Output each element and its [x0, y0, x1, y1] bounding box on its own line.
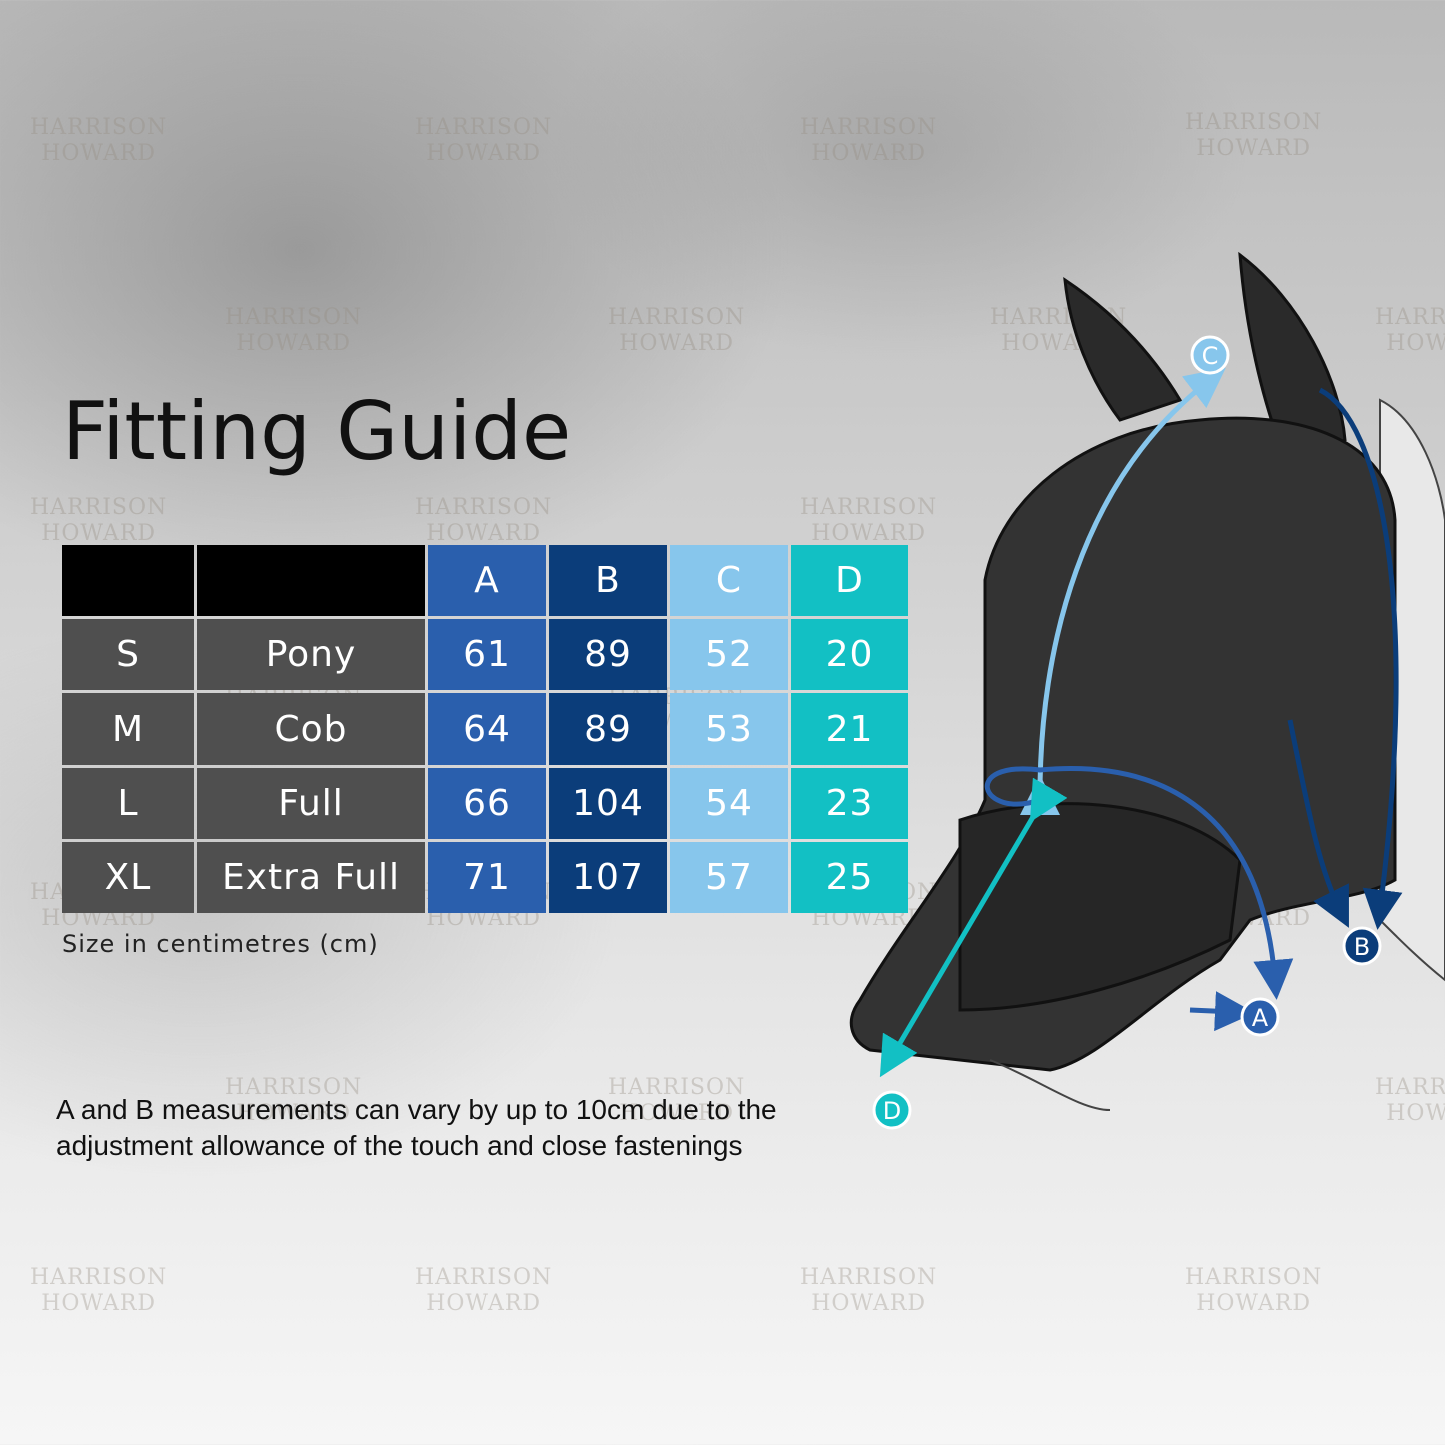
table-cell: 71 [428, 842, 546, 913]
label-b-badge: B [1342, 926, 1382, 966]
table-header-cell [62, 545, 194, 616]
table-cell: 104 [549, 768, 667, 839]
table-cell: 54 [670, 768, 788, 839]
table-cell: 64 [428, 693, 546, 765]
label-b: B [1354, 933, 1370, 961]
table-cell: Pony [197, 619, 425, 690]
label-a-badge: A [1240, 997, 1280, 1037]
horse-head-illustration [849, 251, 1445, 1111]
label-c: C [1202, 342, 1219, 370]
label-d: D [883, 1097, 901, 1125]
table-cell: Cob [197, 693, 425, 765]
table-header-cell: C [670, 545, 788, 616]
table-header-cell: A [428, 545, 546, 616]
table-cell: 66 [428, 768, 546, 839]
table-cell: M [62, 693, 194, 765]
table-cell: L [62, 768, 194, 839]
table-cell: 21 [791, 693, 908, 765]
table-cell: 89 [549, 693, 667, 765]
label-c-badge: C [1190, 335, 1230, 375]
page-title: Fitting Guide [62, 385, 572, 478]
table-cell: Full [197, 768, 425, 839]
label-d-badge: D [872, 1090, 912, 1130]
table-cell: 57 [670, 842, 788, 913]
label-a: A [1252, 1004, 1269, 1032]
table-cell: 107 [549, 842, 667, 913]
unit-note: Size in centimetres (cm) [62, 930, 379, 958]
table-cell: 61 [428, 619, 546, 690]
table-cell: 53 [670, 693, 788, 765]
table-cell: 20 [791, 619, 908, 690]
table-cell: S [62, 619, 194, 690]
table-cell: 89 [549, 619, 667, 690]
table-header-cell [197, 545, 425, 616]
table-cell: Extra Full [197, 842, 425, 913]
table-cell: XL [62, 842, 194, 913]
table-cell: 52 [670, 619, 788, 690]
measurement-note: A and B measurements can vary by up to 1… [56, 1094, 777, 1161]
table-header-cell: B [549, 545, 667, 616]
table-header-cell: D [791, 545, 908, 616]
